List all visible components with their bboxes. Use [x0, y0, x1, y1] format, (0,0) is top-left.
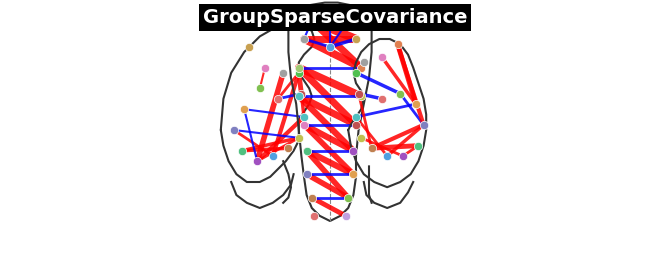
- Text: GroupSparseCovariance: GroupSparseCovariance: [203, 8, 467, 27]
- Text: L: L: [292, 12, 298, 25]
- Text: R: R: [358, 12, 367, 25]
